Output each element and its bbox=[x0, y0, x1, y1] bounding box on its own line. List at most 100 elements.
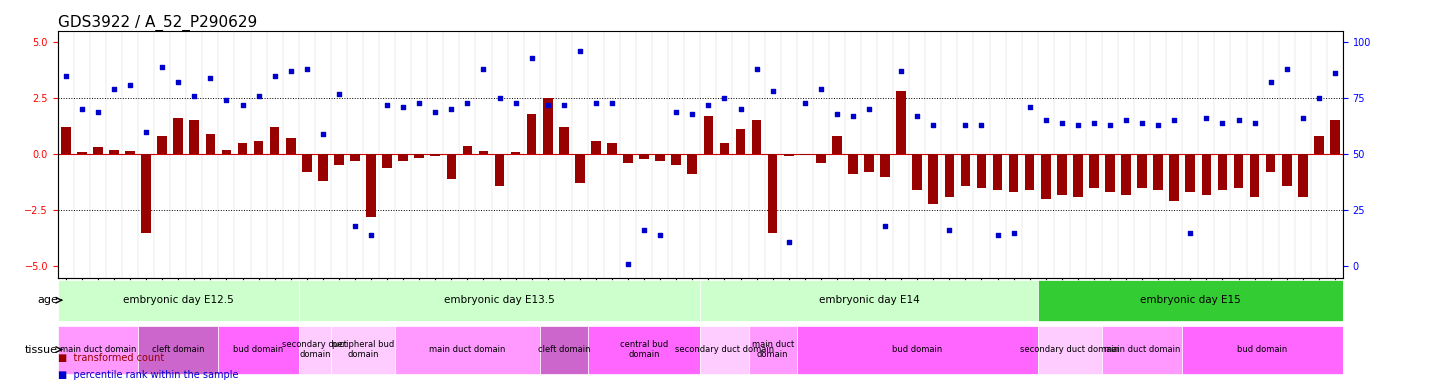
Point bbox=[648, 232, 671, 238]
Point bbox=[826, 111, 849, 117]
Point bbox=[488, 95, 511, 101]
FancyBboxPatch shape bbox=[700, 280, 1038, 321]
Point bbox=[713, 95, 736, 101]
Bar bbox=[864, 154, 874, 172]
Bar bbox=[414, 154, 425, 157]
Bar bbox=[270, 127, 280, 154]
Point bbox=[1194, 115, 1217, 121]
Text: ■  percentile rank within the sample: ■ percentile rank within the sample bbox=[58, 370, 238, 380]
FancyBboxPatch shape bbox=[1038, 280, 1343, 321]
Point bbox=[697, 102, 721, 108]
Bar bbox=[1089, 154, 1099, 188]
Point bbox=[552, 102, 575, 108]
Point bbox=[1050, 120, 1073, 126]
Bar bbox=[1330, 121, 1340, 154]
Text: GDS3922 / A_52_P290629: GDS3922 / A_52_P290629 bbox=[58, 15, 257, 31]
Point bbox=[858, 106, 881, 113]
Text: main duct domain: main duct domain bbox=[429, 345, 505, 354]
Bar bbox=[383, 154, 391, 167]
Point bbox=[279, 68, 302, 74]
Bar bbox=[591, 141, 601, 154]
Bar bbox=[1057, 154, 1067, 195]
FancyBboxPatch shape bbox=[797, 326, 1038, 374]
Bar bbox=[126, 151, 134, 154]
Point bbox=[215, 97, 238, 103]
Bar bbox=[784, 154, 794, 156]
Text: secondary duct domain: secondary duct domain bbox=[674, 345, 774, 354]
Point bbox=[263, 73, 286, 79]
FancyBboxPatch shape bbox=[218, 326, 299, 374]
Text: embryonic day E15: embryonic day E15 bbox=[1139, 295, 1240, 305]
Bar bbox=[1041, 154, 1051, 199]
Bar bbox=[1009, 154, 1018, 192]
Bar bbox=[768, 154, 777, 233]
Point bbox=[569, 48, 592, 54]
Bar bbox=[254, 141, 263, 154]
FancyBboxPatch shape bbox=[299, 280, 700, 321]
Bar bbox=[687, 154, 697, 174]
Bar bbox=[221, 150, 231, 154]
Point bbox=[520, 55, 543, 61]
Bar bbox=[816, 154, 826, 163]
Point bbox=[344, 223, 367, 229]
Bar bbox=[511, 152, 520, 154]
Bar bbox=[1298, 154, 1308, 197]
Point bbox=[970, 122, 993, 128]
Bar bbox=[61, 127, 71, 154]
Point bbox=[1002, 230, 1025, 236]
Bar bbox=[543, 98, 553, 154]
Point bbox=[1243, 120, 1266, 126]
Point bbox=[360, 232, 383, 238]
Bar bbox=[399, 154, 409, 161]
Bar bbox=[334, 154, 344, 166]
Bar bbox=[656, 154, 666, 161]
Bar bbox=[1217, 154, 1227, 190]
Point bbox=[504, 99, 527, 106]
Point bbox=[1083, 120, 1106, 126]
FancyBboxPatch shape bbox=[748, 326, 797, 374]
Bar bbox=[671, 154, 682, 166]
Point bbox=[166, 79, 189, 85]
Point bbox=[1307, 95, 1330, 101]
Bar bbox=[318, 154, 328, 181]
FancyBboxPatch shape bbox=[588, 326, 700, 374]
Point bbox=[183, 93, 206, 99]
Bar bbox=[913, 154, 923, 190]
Point bbox=[328, 91, 351, 97]
Bar bbox=[205, 134, 215, 154]
Point bbox=[729, 106, 752, 113]
Bar bbox=[832, 136, 842, 154]
Text: peripheral bud
domain: peripheral bud domain bbox=[332, 340, 394, 359]
Bar bbox=[238, 143, 247, 154]
Point bbox=[134, 129, 157, 135]
Point bbox=[1291, 115, 1314, 121]
Bar bbox=[189, 121, 199, 154]
Bar bbox=[173, 118, 183, 154]
FancyBboxPatch shape bbox=[396, 326, 540, 374]
Point bbox=[472, 66, 495, 72]
Bar bbox=[1282, 154, 1291, 185]
FancyBboxPatch shape bbox=[58, 280, 299, 321]
Text: secondary duct domain: secondary duct domain bbox=[1021, 345, 1119, 354]
Point bbox=[680, 111, 703, 117]
Text: cleft domain: cleft domain bbox=[537, 345, 591, 354]
Point bbox=[1212, 120, 1235, 126]
Point bbox=[809, 86, 832, 92]
Point bbox=[1323, 70, 1346, 76]
FancyBboxPatch shape bbox=[299, 326, 331, 374]
Bar bbox=[992, 154, 1002, 190]
Text: central bud
domain: central bud domain bbox=[619, 340, 669, 359]
Bar bbox=[881, 154, 890, 177]
Point bbox=[1034, 118, 1057, 124]
Text: embryonic day E12.5: embryonic day E12.5 bbox=[123, 295, 234, 305]
Point bbox=[1162, 118, 1186, 124]
Point bbox=[905, 113, 928, 119]
Bar bbox=[928, 154, 939, 204]
Bar bbox=[1314, 136, 1324, 154]
Point bbox=[199, 75, 222, 81]
Bar bbox=[302, 154, 312, 172]
Bar bbox=[1154, 154, 1162, 190]
Point bbox=[1115, 118, 1138, 124]
Bar bbox=[1121, 154, 1131, 195]
Bar bbox=[77, 152, 87, 154]
